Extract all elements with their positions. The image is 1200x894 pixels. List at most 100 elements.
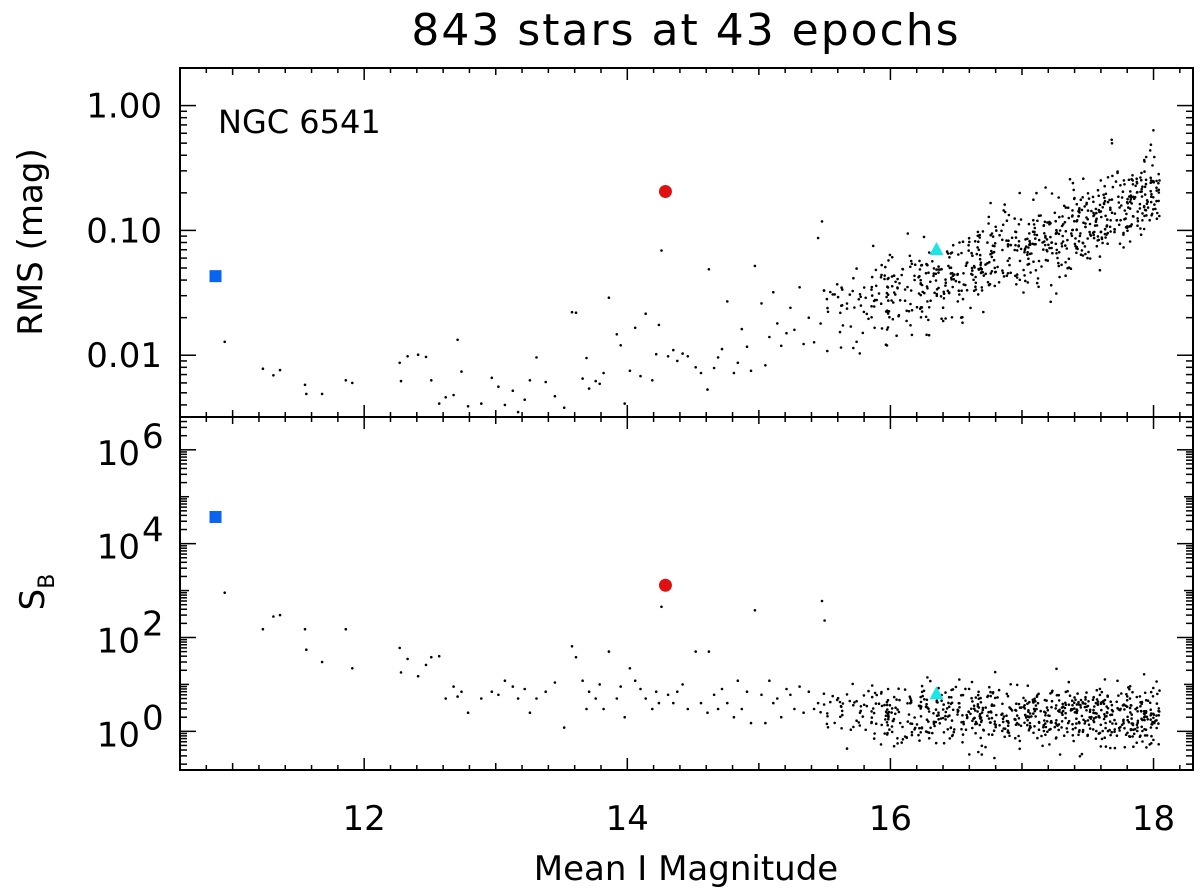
sb-point [1149,708,1152,711]
rms-point [898,282,901,285]
sb-point [223,591,226,594]
rms-point [1023,248,1027,252]
sb-point [651,707,654,711]
sb-point [1104,721,1107,725]
sb-point [1109,733,1112,737]
rms-point [1042,224,1045,228]
sb-point [278,613,282,617]
sb-point [1045,706,1049,709]
sb-point [261,627,265,631]
rms-point [994,225,997,229]
sb-point [1123,708,1126,711]
sb-point [681,683,684,686]
rms-point [995,229,998,232]
sb-point [859,705,863,708]
rms-point [615,333,619,336]
rms-point [967,236,971,240]
rms-point [1142,204,1146,208]
sb-point [1026,718,1029,722]
rms-point [574,311,578,315]
sb-cyan-triangle [929,686,944,700]
rms-point [1047,243,1050,247]
sb-point [1067,680,1071,684]
sb-point [998,724,1001,727]
rms-point [1098,203,1102,207]
sb-point [909,699,913,702]
sb-point [1027,709,1030,712]
rms-point [825,297,829,301]
sb-point [886,723,889,727]
rms-point [1058,275,1061,279]
sb-point [1115,734,1119,737]
rms-point [993,266,997,270]
rms-point [1028,239,1031,243]
rms-point [1128,224,1132,228]
rms-point [1009,271,1012,275]
rms-point [1145,202,1149,206]
sb-point [826,712,829,715]
sb-point [1014,708,1017,712]
sb-point [1125,692,1128,696]
rms-point [951,285,954,289]
rms-point [992,258,996,262]
sb-point [1088,716,1091,719]
rms-point [707,268,711,271]
rms-point [1087,250,1090,254]
rms-point [480,402,483,405]
rms-point [1092,233,1095,237]
sb-point [1144,709,1148,713]
rms-point [958,293,961,296]
sb-point [1023,707,1027,710]
rms-point [979,261,983,265]
rms-point [1101,241,1104,245]
rms-point [950,276,953,280]
sb-point [1070,699,1074,702]
rms-point [919,278,922,282]
sb-point [1000,713,1003,716]
rms-point [1090,209,1093,213]
sb-point [1076,692,1079,695]
rms-point [1095,211,1098,215]
sb-point [812,707,816,711]
sb-point [1119,707,1122,711]
sb-point [1105,705,1108,708]
sb-point [1132,732,1136,736]
rms-point [1026,281,1030,284]
rms-point [1122,179,1126,182]
rms-point [1022,268,1025,272]
sb-point [1060,720,1064,723]
sb-point [947,705,951,709]
sb-point [1022,696,1025,700]
sb-point [553,681,557,684]
sb-point [1062,734,1066,737]
sb-point [1106,694,1109,697]
sb-point [1136,729,1139,733]
rms-point [1149,200,1153,204]
sb-point [1104,726,1107,730]
rms-point [1144,182,1148,186]
sb-point [840,709,844,713]
rms-point [1075,251,1078,255]
sb-point [1002,715,1006,718]
rms-point [633,326,637,330]
rms-point [1050,192,1054,195]
sb-point [1017,702,1021,706]
rms-point [964,283,967,287]
sb-point [1050,699,1054,703]
rms-point [942,292,946,296]
rms-point [1157,181,1160,185]
sb-point [981,706,985,710]
sb-point [587,690,591,693]
rms-point [672,348,675,352]
sb-point [890,725,894,728]
sb-point [883,703,886,707]
sb-point [938,722,942,725]
rms-point [819,322,822,325]
rms-point [1152,208,1155,211]
rms-point [1104,236,1107,239]
rms-point [1097,238,1101,242]
sb-point [764,721,767,725]
rms-point [908,254,912,258]
sb-point [1006,694,1010,698]
sb-point [1084,695,1087,699]
